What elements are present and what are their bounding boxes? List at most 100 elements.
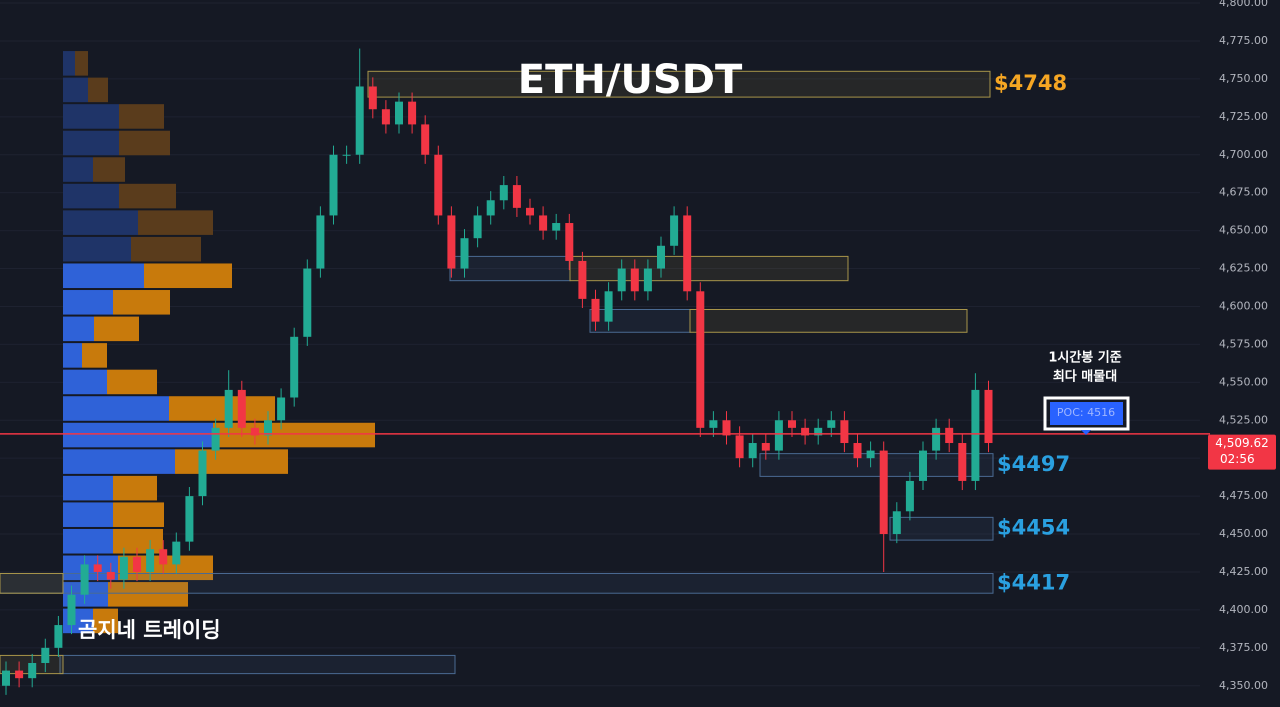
candle-body [774,420,783,451]
zone [0,572,64,594]
profile-buy-bar [63,130,119,156]
y-tick-label: 4,625.00 [1219,262,1268,275]
candle-body [696,291,705,428]
profile-buy-bar [63,422,213,448]
candle-body [395,101,403,125]
profile-buy-bar [63,210,138,235]
candle-body [54,625,63,648]
candle-body [657,245,665,269]
profile-sell-bar [88,77,108,103]
profile-buy-bar [63,369,107,395]
y-tick-label: 4,425.00 [1219,565,1268,578]
profile-buy-bar [63,157,93,182]
zone [759,453,994,477]
profile-sell-bar [213,422,375,448]
candle-body [827,420,836,428]
annotation: 1시간봉 기준 [1048,350,1121,366]
candle-body [630,268,639,292]
profile-sell-bar [138,210,213,235]
candle-body [93,564,102,572]
profile-sell-bar [119,104,164,129]
candle-body [119,556,128,580]
candle-body [932,427,941,451]
candle-body [355,86,364,155]
candle-body [565,223,574,261]
candle-body [486,200,495,216]
profile-sell-bar [144,263,232,289]
zone [689,309,968,333]
candle-body [984,389,993,444]
y-tick-label: 4,600.00 [1219,299,1268,312]
candle-body [41,647,50,664]
last-price-label: 4,509.62 [1215,436,1268,450]
candle-body [604,291,613,322]
profile-buy-bar [63,316,94,342]
candle-body [617,268,626,292]
profile-sell-bar [94,316,139,342]
candle-body [368,86,377,110]
candle-body [28,663,37,679]
candle-body [198,450,207,497]
y-tick-label: 4,775.00 [1219,34,1268,47]
last-price-box [1208,434,1276,470]
candle-body [172,541,181,565]
watermark: 곰지네 트레이딩 [78,618,221,642]
candle-body [578,260,587,299]
profile-buy-bar [63,263,144,289]
profile-buy-bar [63,475,113,501]
annotation: 최다 매물대 [1053,369,1117,385]
y-tick-label: 4,400.00 [1219,603,1268,616]
y-tick-label: 4,450.00 [1219,527,1268,540]
candle-body [408,101,417,125]
y-tick-label: 4,675.00 [1219,186,1268,199]
profile-sell-bar [113,290,170,315]
profile-sell-bar [113,475,157,501]
profile-sell-bar [82,343,107,368]
profile-buy-bar [63,502,113,527]
profile-buy-bar [63,183,119,209]
profile-sell-bar [75,51,88,76]
y-tick-label: 4,725.00 [1219,110,1268,123]
zone [59,654,456,675]
candle-body [133,556,141,572]
candle-body [277,397,286,421]
candle-body [303,268,312,337]
candle-body [2,670,10,686]
zone [889,516,994,541]
candle-body [237,389,246,428]
y-tick-label: 4,575.00 [1219,337,1268,350]
candle-body [342,154,351,156]
candle-body [499,185,508,201]
y-tick-label: 4,800.00 [1219,0,1268,9]
candle-body [185,496,194,542]
candle-body [159,549,168,565]
profile-sell-bar [93,608,118,634]
candle-body [788,420,796,428]
candle-body [814,427,823,436]
profile-sell-bar [119,130,170,156]
poc-box [1050,402,1123,425]
candle-body [460,238,469,269]
candle-body [224,389,233,428]
candle-body [512,185,521,208]
zone [569,255,849,282]
candle-body [264,420,272,436]
profile-buy-bar [63,449,175,474]
candle-body [879,450,888,535]
poc-label: POC: 4516 [1057,406,1115,419]
candle-body [709,420,718,428]
y-tick-label: 4,375.00 [1219,641,1268,654]
candle-body [958,443,967,481]
poc-pointer [1081,430,1091,435]
y-tick-label: 4,475.00 [1219,489,1268,502]
profile-sell-bar [93,157,125,182]
profile-sell-bar [175,449,288,474]
candle-body [683,215,692,292]
zone-label: $4748 [994,71,1067,95]
profile-buy-bar [63,396,169,421]
candle-body [447,215,456,269]
candle-body [643,268,652,292]
profile-sell-bar [107,369,157,395]
candle-body [381,109,390,125]
